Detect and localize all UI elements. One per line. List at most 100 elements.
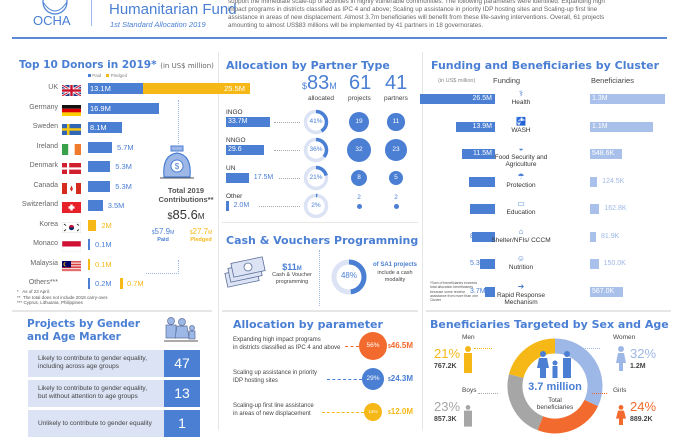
partner-amount-label: 2.0M bbox=[233, 202, 250, 209]
funding-bar bbox=[468, 176, 495, 187]
projects-count-bubble: 32 bbox=[347, 138, 371, 162]
partner-percent-ring bbox=[303, 109, 329, 135]
sexage-total-value: 3.7 million bbox=[528, 381, 582, 393]
parameter-title: Allocation by parameter bbox=[233, 318, 383, 331]
parameter-amount: $24.3M bbox=[388, 374, 414, 383]
men-percent: 21% bbox=[434, 346, 461, 361]
cluster-name: Health bbox=[511, 99, 531, 106]
projects-count-bubble: 8 bbox=[351, 170, 367, 186]
percent-arc bbox=[303, 137, 329, 163]
cash-percent-label: 48% bbox=[340, 271, 357, 280]
divider bbox=[422, 52, 423, 430]
partner-type: Other bbox=[226, 193, 243, 200]
paid-bar bbox=[88, 278, 90, 289]
men-label: Men bbox=[462, 334, 475, 341]
projects-count-bubble: 2 bbox=[357, 194, 361, 201]
partner-row: INGO 33.7M 41% 19 11 bbox=[0, 109, 420, 140]
gender-marker-text: Likely to contribute to gender equality,… bbox=[38, 355, 148, 370]
pledged-label: 0.7M bbox=[127, 279, 144, 288]
partners-count-bubble: 2 bbox=[394, 194, 398, 201]
parameter-percent-bubble: 29% bbox=[361, 367, 385, 391]
flag-my-icon bbox=[62, 259, 81, 272]
donor-name: Germany bbox=[29, 103, 58, 111]
donor-name: Denmark bbox=[29, 162, 58, 169]
projects-label: projects bbox=[348, 95, 371, 102]
pledged-bar bbox=[120, 278, 123, 289]
allocated-label: allocated bbox=[308, 95, 335, 102]
parameter-amount: $12.0M bbox=[388, 407, 414, 416]
beneficiaries-header: Beneficiaries bbox=[591, 76, 634, 85]
paid-label: 8.1M bbox=[90, 123, 107, 132]
paid-bar bbox=[88, 141, 112, 153]
cluster-row: 9.3M ☂ Protection 124.5K bbox=[0, 172, 680, 203]
partner-percent-label: 2% bbox=[311, 202, 321, 209]
cluster-row: 8.1M ⌂ Shelter/NFIs/ CCCM 81.9K bbox=[0, 227, 680, 258]
partners-value: 41 bbox=[385, 72, 408, 94]
cluster-name: Shelter/NFIs/ CCCM bbox=[491, 236, 551, 244]
funding-bar bbox=[480, 259, 495, 269]
donor-name: Canada bbox=[33, 181, 58, 189]
funding-label: 11.5M bbox=[473, 150, 492, 157]
partner-amount-label: 17.5M bbox=[253, 174, 274, 181]
banknotes-icon bbox=[224, 256, 266, 288]
pledged-label: 25.5M bbox=[224, 84, 245, 93]
gender-marker-row: Likely to contribute to gender equality,… bbox=[28, 380, 200, 407]
divider bbox=[218, 52, 219, 430]
allocation-subtitle: 1st Standard Allocation 2019 bbox=[110, 20, 206, 29]
partners-count-bubble: 5 bbox=[388, 170, 404, 186]
partner-row: Other 2.0M 2% 2 2 bbox=[0, 193, 420, 224]
paid-label: 16.9M bbox=[90, 103, 111, 113]
beneficiaries-bar bbox=[590, 204, 600, 214]
paid-label: 13.1M bbox=[90, 84, 111, 93]
partner-amount-bar bbox=[226, 145, 265, 155]
parameter-percent-bubble: 56% bbox=[359, 332, 387, 360]
shelter-icon: ⌂ bbox=[518, 226, 524, 236]
beneficiaries-label: 1.3M bbox=[592, 95, 608, 102]
funding-header: Funding bbox=[493, 76, 521, 85]
paid-bar bbox=[88, 122, 123, 133]
partner-type: INGO bbox=[226, 109, 243, 116]
women-percent: 32% bbox=[630, 346, 657, 361]
total-pledged: $27.7M Pledged bbox=[189, 227, 213, 244]
partner-row: UN 17.5M 21% 8 5 bbox=[0, 165, 420, 196]
percent-arc bbox=[303, 165, 329, 191]
funding-bar bbox=[472, 231, 495, 242]
divider bbox=[426, 310, 671, 312]
men-person-icon bbox=[462, 345, 474, 373]
flag-uk-icon bbox=[61, 83, 82, 98]
arrow-right-icon: ➜ bbox=[517, 281, 525, 291]
cluster-unit: (in US$ million) bbox=[438, 78, 476, 84]
flag-ca-icon bbox=[62, 181, 81, 194]
percent-arc bbox=[303, 109, 329, 135]
donor-name: UK bbox=[48, 84, 58, 91]
partner-percent-label: 41% bbox=[309, 118, 323, 125]
donor-name: Sweden bbox=[32, 123, 58, 130]
beneficiaries-label: 81.9K bbox=[601, 232, 620, 240]
beneficiaries-bar bbox=[590, 94, 665, 104]
donut-slice-boys bbox=[507, 374, 544, 431]
family-icon bbox=[537, 351, 571, 378]
cluster-name: Rapid Response Mechanism bbox=[496, 291, 546, 306]
partner-amount-bar bbox=[226, 201, 229, 211]
partners-count-bubble: 23 bbox=[385, 139, 407, 161]
flag-ie-icon bbox=[62, 142, 81, 155]
donor-name: Switzerland bbox=[21, 201, 58, 208]
pledged-bar bbox=[88, 219, 97, 231]
cluster-row: 8.7M ▭ Education 162.8K bbox=[0, 199, 680, 230]
donor-row: UK 13.1M 25.5M bbox=[0, 83, 251, 98]
cluster-name: WASH bbox=[511, 126, 531, 134]
pledged-bar bbox=[88, 258, 90, 270]
donor-row: Denmark 5.3M bbox=[0, 161, 220, 174]
beneficiaries-bar bbox=[590, 121, 654, 132]
donut-slice-men bbox=[508, 338, 556, 379]
beneficiaries-bar bbox=[590, 149, 622, 159]
cluster-row: 13.9M 🚰 WASH 1.1M bbox=[0, 117, 680, 148]
funding-bar bbox=[420, 94, 495, 104]
boys-count: 857.3K bbox=[434, 416, 457, 423]
partner-amount-bar bbox=[226, 173, 249, 183]
partner-row: NNGO 29.6 36% 32 23 bbox=[0, 137, 420, 168]
donor-row: Others*** 0.2M 0.7M bbox=[0, 278, 220, 290]
partner-title: Allocation by Partner Type bbox=[226, 59, 390, 72]
gender-title: Projects by Gender and Age Marker bbox=[27, 318, 141, 343]
paid-bar bbox=[88, 200, 103, 211]
